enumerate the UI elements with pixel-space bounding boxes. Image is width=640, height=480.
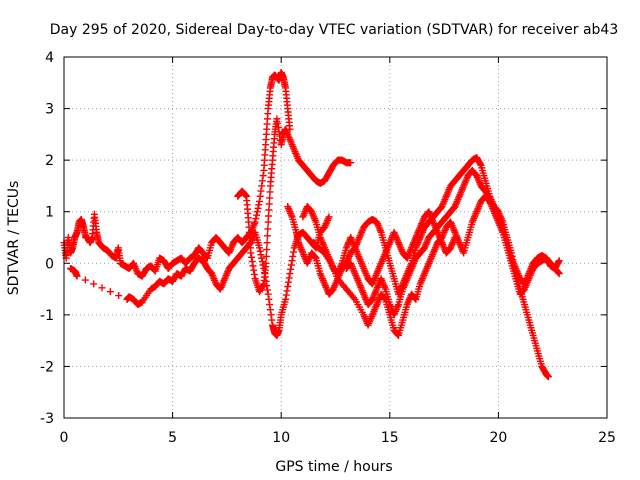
data-point: [250, 267, 257, 274]
data-point: [264, 239, 271, 246]
data-point: [259, 177, 266, 184]
data-point: [265, 296, 272, 303]
data-point: [247, 249, 254, 256]
plot-frame: [64, 57, 607, 418]
x-tick-label: 0: [60, 430, 69, 446]
x-tick-label: 5: [168, 430, 177, 446]
sdtvar-chart: Day 295 of 2020, Sidereal Day-to-day VTE…: [0, 0, 640, 480]
data-point: [268, 317, 275, 324]
data-point: [265, 213, 272, 220]
data-point: [264, 225, 271, 232]
data-point: [286, 270, 293, 277]
y-tick-label: 3: [45, 102, 54, 118]
data-point: [266, 188, 273, 195]
gridlines: [64, 57, 607, 418]
x-tick-label: 10: [272, 430, 290, 446]
y-tick-label: -3: [40, 411, 54, 427]
data-point: [289, 257, 296, 264]
data-point: [283, 287, 290, 294]
data-point: [258, 255, 265, 262]
data-point: [248, 254, 255, 261]
data-point: [255, 205, 262, 212]
x-tick-label: 15: [381, 430, 399, 446]
data-point: [283, 292, 290, 299]
data-point: [257, 188, 264, 195]
data-point: [266, 301, 273, 308]
y-tick-label: 0: [45, 256, 54, 272]
data-point: [284, 283, 291, 290]
data-point: [265, 206, 272, 213]
data-point: [265, 219, 272, 226]
data-point: [107, 288, 114, 295]
data-point: [266, 194, 273, 201]
data-point: [257, 251, 264, 258]
data-point: [265, 291, 272, 298]
y-tick-label: -1: [40, 308, 54, 324]
y-tick-label: 2: [45, 153, 54, 169]
y-tick-label: -2: [40, 359, 54, 375]
data-point: [267, 306, 274, 313]
data-point: [287, 266, 294, 273]
data-point: [257, 248, 264, 255]
data-point: [90, 280, 97, 287]
data-point: [249, 262, 256, 269]
data-point: [285, 279, 292, 286]
data-points: [61, 69, 563, 380]
data-point: [249, 258, 256, 265]
data-point: [255, 201, 262, 208]
x-tick-label: 25: [598, 430, 616, 446]
data-point: [258, 182, 265, 189]
data-point: [253, 212, 260, 219]
data-point: [99, 284, 106, 291]
x-axis-label: GPS time / hours: [275, 459, 392, 475]
data-point: [266, 200, 273, 207]
data-point: [256, 198, 263, 205]
data-point: [115, 292, 122, 299]
x-tick-label: 20: [489, 430, 507, 446]
data-point: [268, 311, 275, 318]
data-point: [259, 258, 266, 265]
data-point: [252, 215, 259, 222]
data-point: [289, 253, 296, 260]
data-point: [260, 172, 267, 179]
data-point: [263, 253, 270, 260]
data-point: [286, 274, 293, 281]
y-tick-label: 4: [45, 50, 54, 66]
chart-title: Day 295 of 2020, Sidereal Day-to-day VTE…: [50, 22, 619, 38]
data-point: [257, 193, 264, 200]
data-point: [263, 246, 270, 253]
series-ab43-b: [67, 213, 332, 339]
data-point: [290, 249, 297, 256]
data-point: [264, 232, 271, 239]
y-tick-label: 1: [45, 205, 54, 221]
data-point: [288, 262, 295, 269]
y-axis-label: SDTVAR / TECUs: [6, 181, 22, 296]
data-point: [82, 277, 89, 284]
data-point: [254, 208, 261, 215]
data-point: [251, 271, 258, 278]
